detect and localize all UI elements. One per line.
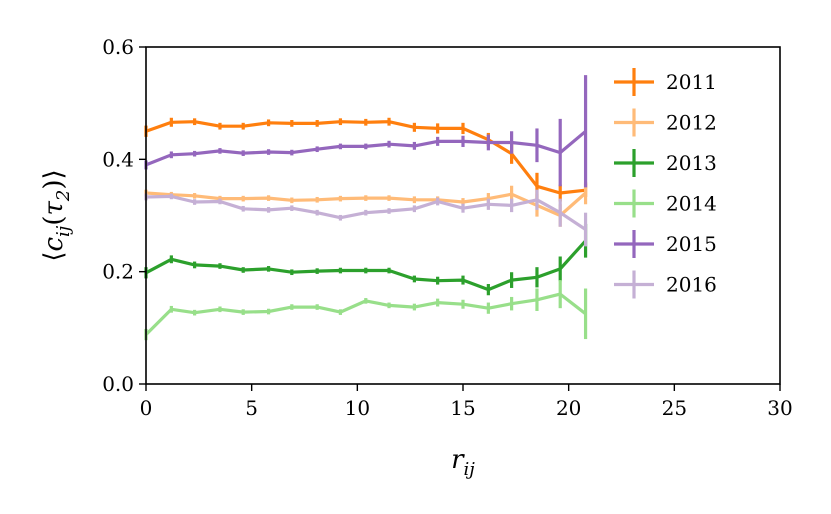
y-tick-label: 0.0 (102, 372, 134, 396)
ticks-layer: 0 5 10 15 20 25 30 0.0 0.2 0.4 0.6 (102, 35, 793, 420)
y-axis-label: ⟨cij(τ2)⟩ (39, 169, 74, 261)
x-axis-label: rij (451, 445, 475, 480)
legend-item: 2012 (614, 108, 717, 137)
series-line (145, 120, 586, 195)
legend-label: 2016 (666, 273, 717, 297)
series-line (145, 239, 587, 292)
series-2011 (144, 117, 588, 202)
y-tick-label: 0.2 (102, 260, 134, 284)
series-2016 (144, 189, 588, 247)
y-tick-label: 0.4 (102, 147, 134, 171)
legend-label: 2013 (666, 151, 717, 175)
legend-label: 2011 (666, 70, 717, 94)
x-tick-label: 25 (662, 396, 687, 420)
legend-item: 2015 (614, 230, 717, 258)
series-2014 (144, 280, 588, 341)
legend-item: 2014 (614, 189, 717, 218)
x-tick-label: 5 (245, 396, 258, 420)
series-2013 (144, 223, 588, 296)
legend-label: 2012 (666, 111, 717, 135)
x-tick-label: 15 (450, 396, 475, 420)
legend: 2011 2012 2013 2014 2015 2016 (614, 68, 717, 299)
y-tick-label: 0.6 (102, 35, 134, 59)
x-tick-label: 0 (140, 396, 153, 420)
legend-label: 2014 (666, 192, 717, 216)
x-tick-label: 20 (556, 396, 581, 420)
plot-frame (145, 46, 781, 385)
legend-label: 2015 (666, 232, 717, 256)
series-layer (144, 75, 588, 341)
x-tick-label: 10 (345, 396, 370, 420)
x-tick-label: 30 (767, 396, 792, 420)
legend-item: 2016 (614, 270, 717, 299)
series-2015 (144, 75, 588, 188)
legend-item: 2013 (614, 149, 717, 177)
legend-item: 2011 (614, 68, 717, 96)
